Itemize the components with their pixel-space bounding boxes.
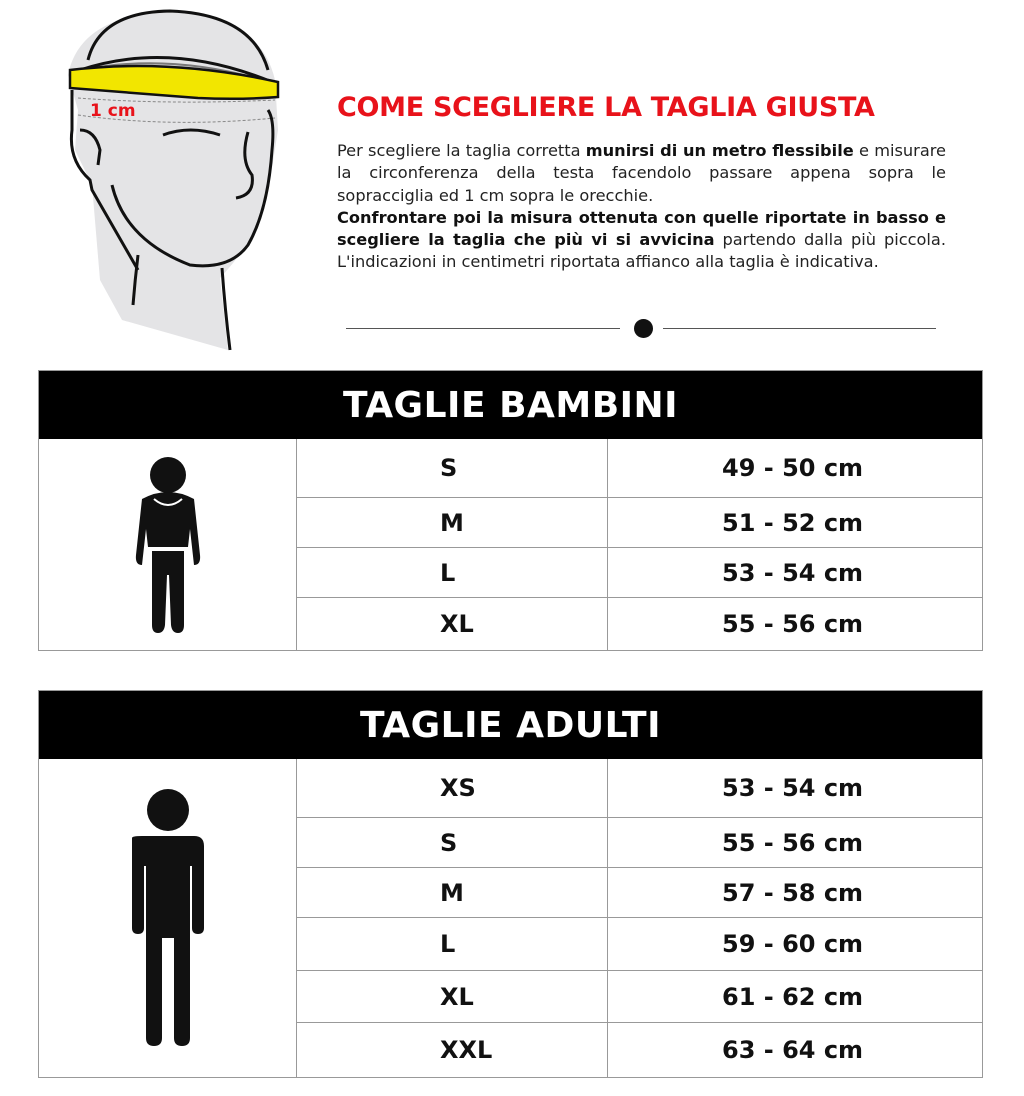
table-row: L 53 - 54 cm [297, 548, 982, 598]
divider-dot [634, 319, 653, 338]
page-title: COME SCEGLIERE LA TAGLIA GIUSTA [337, 92, 875, 123]
table-row: M 51 - 52 cm [297, 498, 982, 548]
kids-size-table: TAGLIE BAMBINI S 49 - 50 cm M 51 - 52 cm L… [38, 370, 983, 651]
table-row: S 55 - 56 cm [297, 818, 982, 868]
table-row: M 57 - 58 cm [297, 868, 982, 918]
adults-table-header: TAGLIE ADULTI [39, 691, 982, 759]
table-row: XL 55 - 56 cm [297, 598, 982, 650]
table-row: XL 61 - 62 cm [297, 971, 982, 1023]
table-row: XS 53 - 54 cm [297, 759, 982, 818]
table-row: XXL 63 - 64 cm [297, 1023, 982, 1077]
divider-left [346, 328, 620, 329]
adults-size-table: TAGLIE ADULTI XS 53 - 54 cm S 55 - 56 cm M… [38, 690, 983, 1078]
child-figure-icon [39, 439, 297, 650]
measure-label: 1 cm [90, 101, 136, 121]
table-row: S 49 - 50 cm [297, 439, 982, 498]
divider-right [663, 328, 936, 329]
table-row: L 59 - 60 cm [297, 918, 982, 971]
kids-table-header: TAGLIE BAMBINI [39, 371, 982, 439]
instructions-text: Per scegliere la taglia corretta munirsi… [337, 141, 946, 272]
adult-figure-icon [39, 759, 297, 1077]
head-measurement-illustration: 1 cm [68, 9, 280, 351]
